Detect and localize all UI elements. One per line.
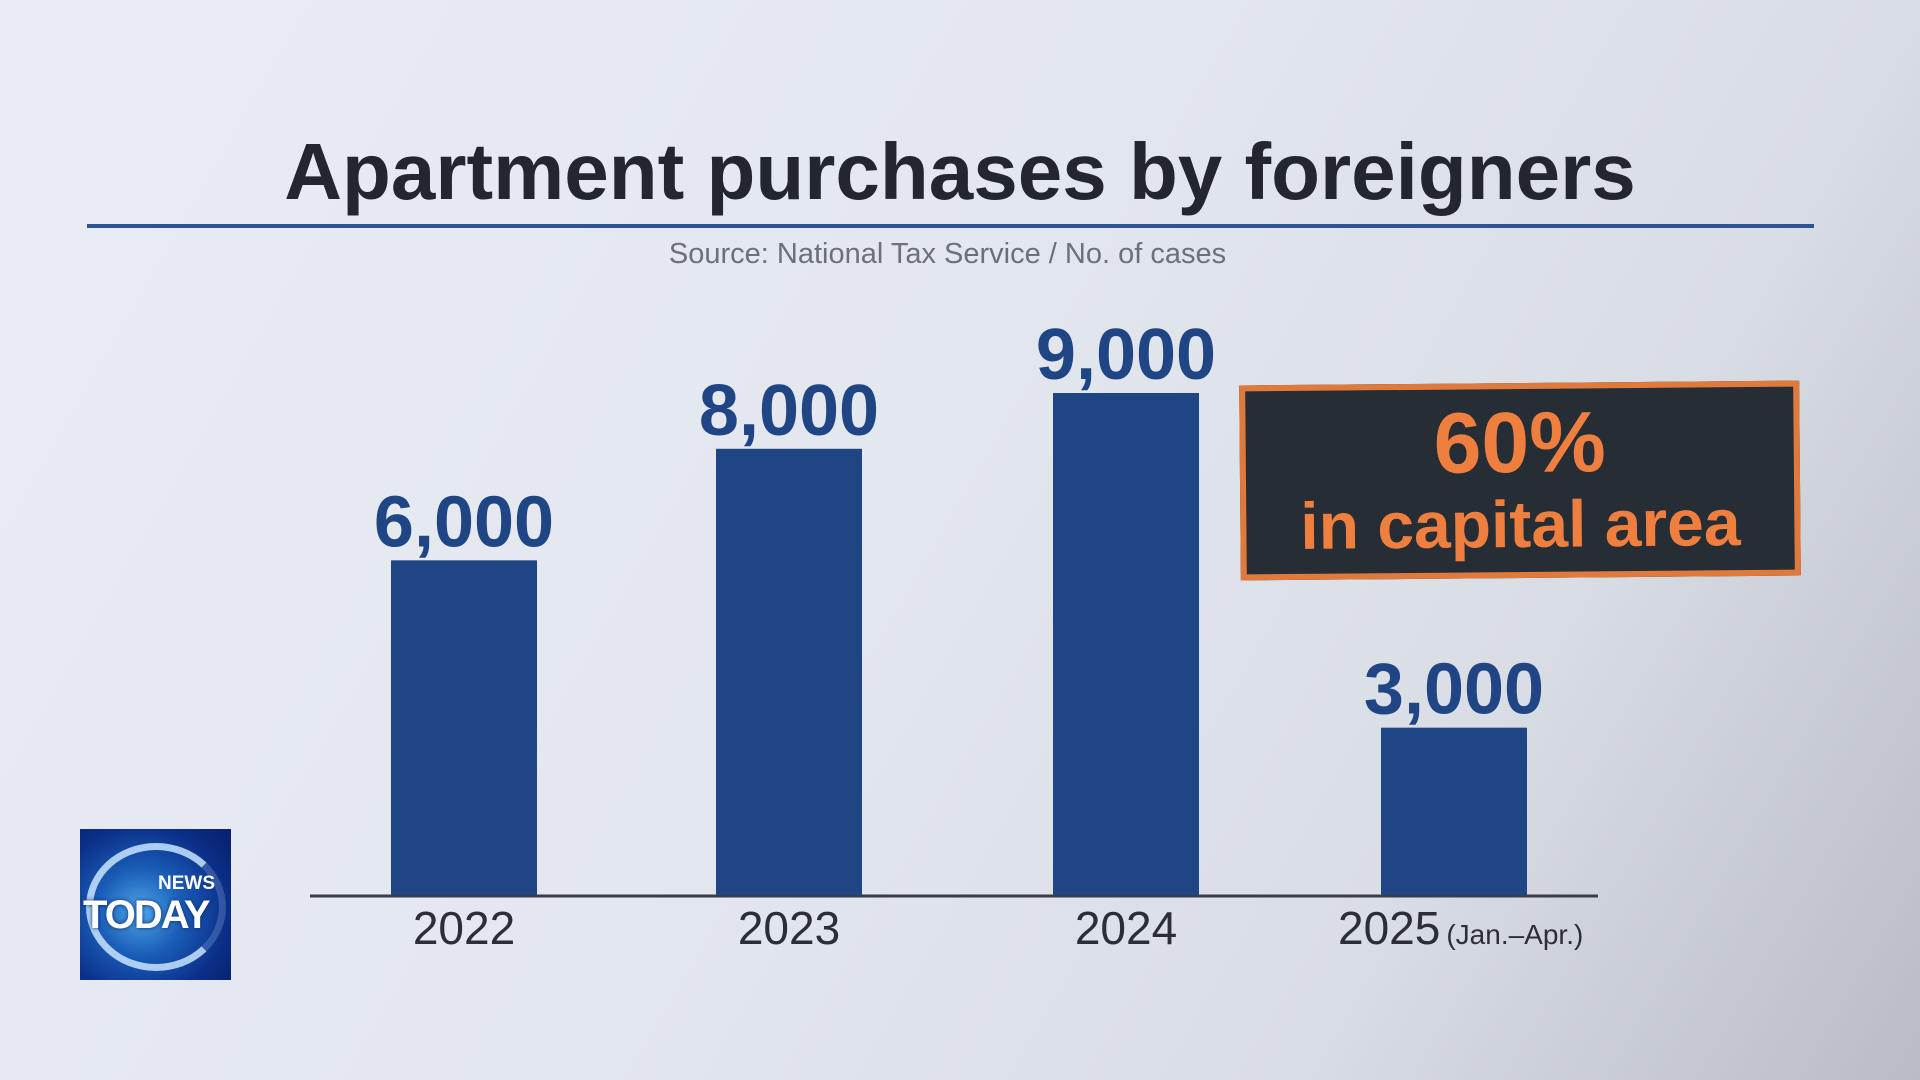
data-label-2024: 9,000 bbox=[1036, 315, 1216, 395]
x-tick-2024: 2024 bbox=[1075, 902, 1177, 954]
bar-2025 bbox=[1381, 727, 1527, 895]
data-label-2023: 8,000 bbox=[699, 371, 879, 451]
callout-text: in capital area bbox=[1299, 485, 1741, 563]
logo-today-text: TODAY bbox=[83, 893, 211, 937]
chart-subtitle: Source: National Tax Service / No. of ca… bbox=[668, 238, 1227, 270]
bar-2022 bbox=[391, 560, 537, 895]
bar-2024 bbox=[1053, 393, 1199, 895]
logo-ring-icon bbox=[86, 843, 226, 971]
title-divider bbox=[87, 224, 1814, 228]
capital-area-callout: 60% in capital area bbox=[1239, 380, 1801, 581]
callout-percentage: 60% bbox=[1433, 394, 1607, 492]
data-label-2025: 3,000 bbox=[1364, 650, 1544, 730]
x-tick-2025: 2025 (Jan.–Apr.) bbox=[1338, 902, 1583, 954]
x-tick-2023: 2023 bbox=[738, 902, 840, 954]
x-tick-2022: 2022 bbox=[413, 902, 515, 954]
news-today-logo: NEWS TODAY bbox=[80, 829, 231, 980]
logo-news-text: NEWS bbox=[158, 873, 215, 894]
chart-title: Apartment purchases by foreigners bbox=[284, 127, 1636, 216]
bar-2023 bbox=[716, 448, 862, 895]
data-label-2022: 6,000 bbox=[374, 482, 554, 562]
